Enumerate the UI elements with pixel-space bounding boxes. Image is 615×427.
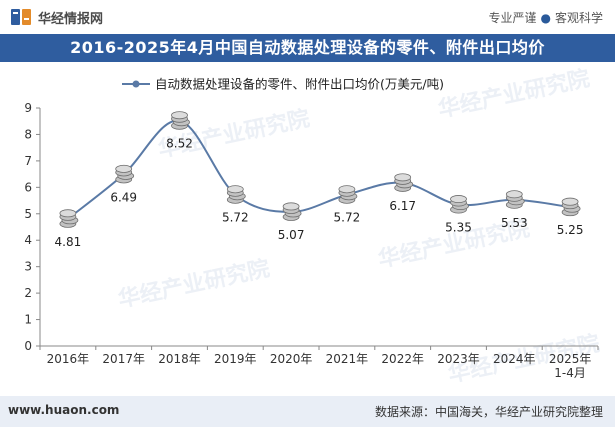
data-point — [394, 173, 414, 192]
chart-series: 4.81 6.49 8.52 5.72 5.07 5.72 6.17 5.35 5.53 5.25 — [55, 111, 584, 249]
data-label: 5.35 — [445, 221, 472, 235]
legend-label: 自动数据处理设备的零件、附件出口均价(万美元/吨) — [155, 77, 444, 92]
y-tick-label: 7 — [24, 154, 32, 168]
chart-title: 2016-2025年4月中国自动数据处理设备的零件、附件出口均价 — [70, 38, 545, 57]
watermark-text: 华经产业研究院 — [436, 65, 592, 122]
coin-marker-top — [171, 111, 188, 120]
coin-marker-top — [561, 197, 579, 206]
data-label: 4.81 — [55, 235, 82, 249]
top-bar: 华经情报网 专业严谨 ● 客观科学 — [0, 0, 615, 34]
x-tick-label: 2017年 — [102, 352, 145, 366]
y-tick-label: 2 — [24, 286, 32, 300]
series-line — [67, 119, 571, 220]
slogan-dot-icon: ● — [540, 11, 551, 25]
x-tick-label: 2025年 — [549, 352, 592, 366]
data-label: 8.52 — [166, 137, 193, 151]
chart-legend: 自动数据处理设备的零件、附件出口均价(万美元/吨) — [122, 77, 444, 92]
data-label: 6.17 — [389, 199, 416, 213]
coin-marker-top — [450, 195, 467, 204]
x-tick-label: 2016年 — [47, 352, 90, 366]
brand-logo[interactable]: 华经情报网 — [10, 6, 103, 28]
data-point — [115, 164, 135, 184]
data-point — [338, 185, 358, 204]
coin-marker-top — [505, 190, 523, 199]
y-tick-label: 1 — [24, 313, 32, 327]
slogan-left: 专业严谨 — [488, 11, 537, 25]
y-tick-label: 8 — [24, 127, 32, 141]
data-point — [561, 197, 581, 217]
x-tick-label: 2022年 — [381, 352, 424, 366]
data-label: 5.53 — [501, 216, 528, 230]
y-tick-label: 3 — [24, 260, 32, 274]
slogan: 专业严谨 ● 客观科学 — [488, 9, 603, 26]
slogan-right: 客观科学 — [554, 11, 603, 25]
coin-marker-top — [115, 164, 133, 173]
x-tick-label: 1-4月 — [554, 366, 586, 380]
brand-name: 华经情报网 — [38, 11, 104, 27]
data-point — [171, 111, 190, 130]
x-tick-label: 2020年 — [270, 352, 313, 366]
coin-marker-top — [282, 202, 300, 211]
data-point — [450, 195, 469, 214]
brand-logo-icon — [11, 9, 31, 25]
y-tick-label: 6 — [24, 180, 32, 194]
coin-marker-top — [338, 185, 356, 194]
coin-marker-top — [59, 209, 77, 218]
y-tick-label: 9 — [24, 101, 32, 115]
x-tick-label: 2021年 — [326, 352, 369, 366]
footer-source: 数据来源：中国海关，华经产业研究院整理 — [374, 405, 603, 419]
data-point — [226, 185, 246, 204]
data-label: 5.72 — [334, 211, 361, 225]
legend-marker — [132, 80, 140, 88]
footer: www.huaon.com 数据来源：中国海关，华经产业研究院整理 — [0, 396, 615, 427]
title-bar: 2016-2025年4月中国自动数据处理设备的零件、附件出口均价 — [0, 34, 615, 62]
data-point — [505, 190, 525, 209]
coin-marker-top — [226, 185, 244, 194]
x-tick-label: 2024年 — [493, 352, 536, 366]
chart-axes: 0 1 2 3 4 5 6 7 8 9 2016年 2017年 2018年 2019年 2020年 2021年… — [24, 101, 599, 380]
x-tick-label: 2018年 — [158, 352, 201, 366]
y-tick-label: 0 — [24, 339, 32, 353]
data-label: 5.72 — [222, 211, 249, 225]
watermark-text: 华经产业研究院 — [116, 255, 272, 312]
footer-site[interactable]: www.huaon.com — [8, 403, 120, 417]
y-tick-label: 4 — [24, 233, 32, 247]
data-label: 5.07 — [278, 228, 305, 242]
coin-marker-top — [394, 173, 412, 182]
x-tick-label: 2023年 — [437, 352, 480, 366]
y-tick-label: 5 — [24, 207, 32, 221]
data-point — [282, 202, 302, 221]
data-label: 5.25 — [557, 223, 584, 237]
data-point — [59, 209, 79, 228]
x-tick-label: 2019年 — [214, 352, 257, 366]
data-label: 6.49 — [110, 190, 137, 204]
